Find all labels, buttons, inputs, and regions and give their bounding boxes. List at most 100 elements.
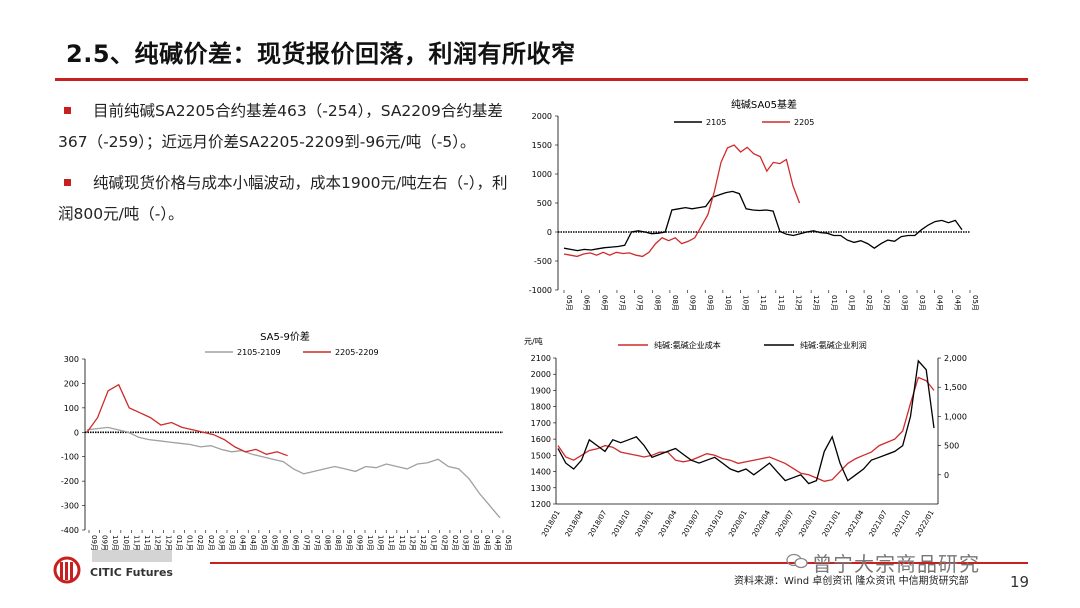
x-tick-label: 2019/07	[681, 509, 702, 538]
y-tick-label-left: 1900	[531, 386, 551, 395]
x-tick-label: 04月	[249, 535, 257, 551]
bullet-square-icon	[64, 179, 71, 186]
y-tick-label: 1500	[532, 141, 552, 150]
y-tick-label: 2000	[532, 112, 552, 121]
x-tick-label: 01月	[175, 535, 183, 551]
x-tick-label: 09月	[689, 295, 697, 311]
x-tick-label: 11月	[759, 295, 767, 311]
x-tick-label: 2021/04	[844, 509, 866, 539]
chart-title: SA5-9价差	[260, 330, 310, 343]
x-tick-label: 2019/04	[657, 509, 679, 539]
y-tick-label-left: 1300	[531, 484, 551, 493]
x-tick-label: 2018/01	[540, 509, 561, 538]
y-tick-label-left: 2000	[531, 370, 551, 379]
bullet-item: 纯碱现货价格与成本小幅波动，成本1900元/吨左右（-），利润800元/吨（-）…	[58, 168, 508, 230]
x-tick-label: 06月	[583, 295, 591, 311]
wechat-icon	[786, 553, 808, 569]
series-line-profit	[557, 359, 935, 485]
x-tick-label: 05月	[260, 535, 268, 551]
x-tick-label: 04月	[483, 535, 491, 551]
x-tick-label: 01月	[186, 535, 194, 551]
y-tick-label-left: 1400	[531, 468, 551, 477]
y-tick-label: -500	[534, 257, 552, 266]
x-tick-label: 09月	[345, 535, 353, 551]
x-tick-label: 11月	[132, 535, 140, 551]
x-tick-label: 03月	[228, 535, 236, 551]
bullet-item: 目前纯碱SA2205合约基差463（-254），SA2209合约基差367（-2…	[58, 96, 508, 158]
series-line-2205	[563, 144, 801, 258]
x-tick-label: 08月	[334, 535, 342, 551]
citic-logo	[53, 550, 172, 584]
x-tick-label: 04月	[953, 295, 961, 311]
x-tick-label: 10月	[724, 295, 732, 311]
x-tick-label: 10月	[742, 295, 750, 311]
x-tick-label: 11月	[398, 535, 406, 551]
x-tick-label: 12月	[812, 295, 820, 311]
x-tick-label: 08月	[671, 295, 679, 311]
y-tick-label-right: 0	[944, 471, 949, 480]
x-tick-label: 02月	[883, 295, 891, 311]
x-tick-label: 02月	[196, 535, 204, 551]
series-line-2105-2109	[86, 426, 501, 519]
y-tick-label: 0	[547, 228, 552, 237]
x-tick-label: 07月	[618, 295, 626, 311]
y-tick-label: 100	[64, 404, 79, 413]
legend-label-cost: 纯碱:氨碱企业成本	[654, 340, 721, 350]
slide-title: 2.5、纯碱价差：现货报价回落，利润有所收窄	[66, 40, 576, 68]
y-tick-label: 300	[64, 355, 79, 364]
x-tick-label: 03月	[472, 535, 480, 551]
x-tick-label: 01月	[430, 535, 438, 551]
x-tick-label: 03月	[217, 535, 225, 551]
x-tick-label: 2021/07	[868, 509, 889, 538]
bullet-text-1: 目前纯碱SA2205合约基差463（-254），SA2209合约基差367（-2…	[58, 102, 503, 151]
x-tick-label: 05月	[504, 535, 512, 551]
y-axis-unit: 元/吨	[524, 336, 543, 346]
x-tick-label: 12月	[794, 295, 802, 311]
basis-chart: 纯碱SA05基差 2000 1500 1000 500 0 -500 -1000 05月 06月 0…	[529, 98, 979, 311]
x-tick-label: 09月	[355, 535, 363, 551]
x-tick-label: 04月	[493, 535, 501, 551]
x-tick-label: 05月	[971, 295, 979, 311]
y-tick-label-left: 1700	[531, 419, 551, 428]
series-line-2105	[563, 190, 963, 252]
page-number: 19	[1010, 573, 1030, 591]
y-tick-label-left: 1500	[531, 451, 551, 460]
x-tick-label: 12月	[154, 535, 162, 551]
y-tick-label: -200	[61, 477, 79, 486]
x-tick-label: 06月	[281, 535, 289, 551]
y-tick-label: -1000	[529, 286, 552, 295]
x-tick-label: 2020/01	[727, 509, 748, 538]
y-tick-label: 500	[537, 199, 552, 208]
x-tick-label: 03月	[918, 295, 926, 311]
y-tick-label: -100	[61, 453, 79, 462]
x-tick-label: 02月	[865, 295, 873, 311]
x-tick-label: 12月	[164, 535, 172, 551]
title-rule	[55, 78, 1028, 81]
x-tick-label: 11月	[777, 295, 785, 311]
legend-label-2105-2109: 2105-2109	[237, 348, 281, 357]
legend-label-2105: 2105	[706, 118, 726, 127]
x-tick-label: 01月	[830, 295, 838, 311]
x-tick-label: 2018/07	[587, 509, 608, 538]
x-tick-label: 03月	[900, 295, 908, 311]
bullet-text-2: 纯碱现货价格与成本小幅波动，成本1900元/吨左右（-），利润800元/吨（-）…	[58, 174, 508, 223]
x-tick-label: 10月	[377, 535, 385, 551]
legend-label-2205-2209: 2205-2209	[335, 348, 379, 357]
y-tick-label: 0	[74, 428, 79, 437]
x-tick-label: 2020/07	[774, 509, 795, 538]
x-tick-label: 2019/10	[704, 509, 725, 538]
chart-title: 纯碱SA05基差	[731, 98, 797, 111]
x-tick-label: 07月	[302, 535, 310, 551]
x-tick-label: 01月	[847, 295, 855, 311]
x-tick-label: 09月	[90, 535, 98, 551]
y-tick-label-right: 1,500	[944, 383, 967, 392]
x-tick-label: 10月	[111, 535, 119, 551]
cost-profit-chart: 元/吨 2100 2000 1900 1800 1700 1600 1500 1400 1300 1…	[524, 336, 967, 539]
x-tick-label: 09月	[706, 295, 714, 311]
legend-label-2205: 2205	[794, 118, 814, 127]
y-tick-label: 1000	[532, 170, 552, 179]
x-tick-label: 05月	[270, 535, 278, 551]
x-tick-label: 11月	[143, 535, 151, 551]
x-tick-label: 07月	[313, 535, 321, 551]
